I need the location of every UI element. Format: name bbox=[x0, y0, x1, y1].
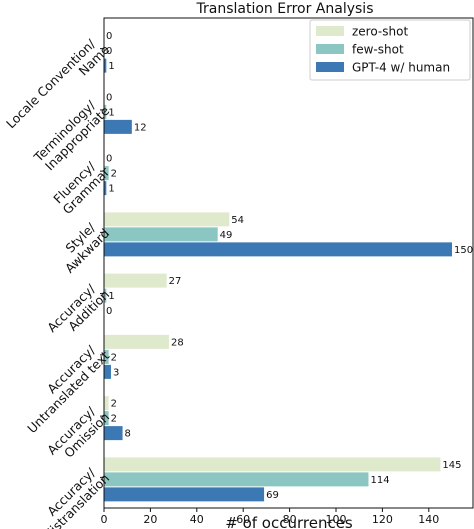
bars-layer bbox=[104, 58, 452, 502]
legend-swatch-gpt-4-w-human bbox=[316, 62, 344, 72]
x-tick-label-100: 100 bbox=[326, 513, 347, 526]
legend: zero-shot few-shot GPT-4 w/ human bbox=[309, 19, 471, 81]
bar-few-shot-4 bbox=[104, 288, 107, 303]
category-labels-layer: Locale Convention/NameTerminology/Inappr… bbox=[3, 36, 113, 529]
legend-label-gpt-4-w-human: GPT-4 w/ human bbox=[352, 61, 450, 75]
value-label-gpt-4-w-human-4: 0 bbox=[106, 306, 112, 317]
x-tick-label-120: 120 bbox=[372, 513, 393, 526]
value-label-few-shot-2: 2 bbox=[111, 169, 117, 180]
value-label-gpt-4-w-human-6: 8 bbox=[125, 429, 131, 440]
legend-swatch-few-shot bbox=[316, 44, 344, 54]
value-label-gpt-4-w-human-5: 3 bbox=[113, 367, 119, 378]
legend-label-few-shot: few-shot bbox=[352, 43, 404, 57]
category-label-4: Accuracy/Addition bbox=[44, 277, 112, 345]
value-label-zero-shot-7: 145 bbox=[442, 460, 461, 471]
value-label-few-shot-1: 1 bbox=[108, 107, 114, 118]
value-label-zero-shot-0: 0 bbox=[106, 31, 112, 42]
bar-few-shot-6 bbox=[104, 411, 109, 426]
bar-gpt-4-w-human-0 bbox=[104, 58, 107, 73]
value-label-zero-shot-1: 0 bbox=[106, 92, 112, 103]
legend-swatch-zero-shot bbox=[316, 26, 344, 36]
value-label-few-shot-7: 114 bbox=[370, 475, 389, 486]
bar-gpt-4-w-human-6 bbox=[104, 426, 123, 441]
value-label-few-shot-6: 2 bbox=[111, 414, 117, 425]
chart-title: Translation Error Analysis bbox=[196, 1, 374, 17]
bar-few-shot-3 bbox=[104, 227, 218, 242]
value-label-gpt-4-w-human-7: 69 bbox=[266, 490, 279, 501]
bar-gpt-4-w-human-3 bbox=[104, 242, 452, 257]
value-label-zero-shot-3: 54 bbox=[231, 215, 244, 226]
value-label-zero-shot-4: 27 bbox=[169, 276, 182, 287]
axes-layer: 0 20 40 60 80 100 120 140 bbox=[100, 17, 474, 526]
bar-few-shot-1 bbox=[104, 104, 107, 119]
x-tick-label-20: 20 bbox=[143, 513, 157, 526]
value-label-few-shot-3: 49 bbox=[220, 230, 233, 241]
value-label-few-shot-4: 1 bbox=[108, 291, 114, 302]
x-tick-label-60: 60 bbox=[236, 513, 250, 526]
bar-gpt-4-w-human-5 bbox=[104, 364, 111, 379]
bar-zero-shot-6 bbox=[104, 396, 109, 411]
value-label-zero-shot-6: 2 bbox=[111, 399, 117, 410]
bar-few-shot-7 bbox=[104, 472, 369, 487]
plot-frame bbox=[103, 17, 474, 509]
value-label-zero-shot-2: 0 bbox=[106, 154, 112, 165]
x-tick-label-80: 80 bbox=[283, 513, 297, 526]
bar-gpt-4-w-human-1 bbox=[104, 119, 132, 134]
legend-label-zero-shot: zero-shot bbox=[352, 25, 408, 39]
value-label-gpt-4-w-human-0: 1 bbox=[108, 61, 114, 72]
value-label-few-shot-0: 0 bbox=[106, 46, 112, 57]
bar-gpt-4-w-human-7 bbox=[104, 487, 265, 502]
bar-zero-shot-7 bbox=[104, 457, 441, 472]
x-axis-label: # of occurrences bbox=[225, 514, 353, 529]
bar-few-shot-2 bbox=[104, 166, 109, 181]
bar-zero-shot-3 bbox=[104, 212, 230, 227]
category-label-3: Style/Awkward bbox=[52, 216, 112, 276]
bar-gpt-4-w-human-2 bbox=[104, 181, 107, 196]
bar-zero-shot-4 bbox=[104, 273, 167, 288]
x-tick-label-40: 40 bbox=[190, 513, 204, 526]
value-label-gpt-4-w-human-1: 12 bbox=[134, 122, 147, 133]
legend-box bbox=[309, 19, 471, 81]
bar-zero-shot-5 bbox=[104, 334, 169, 349]
bar-few-shot-5 bbox=[104, 349, 109, 364]
x-tick-label-0: 0 bbox=[101, 513, 108, 526]
value-label-zero-shot-5: 28 bbox=[171, 337, 184, 348]
category-label-1: Terminology/Inappropriate bbox=[30, 93, 112, 175]
value-label-few-shot-5: 2 bbox=[111, 352, 117, 363]
x-tick-label-140: 140 bbox=[418, 513, 439, 526]
value-label-gpt-4-w-human-3: 150 bbox=[454, 245, 473, 256]
value-label-gpt-4-w-human-2: 1 bbox=[108, 184, 114, 195]
